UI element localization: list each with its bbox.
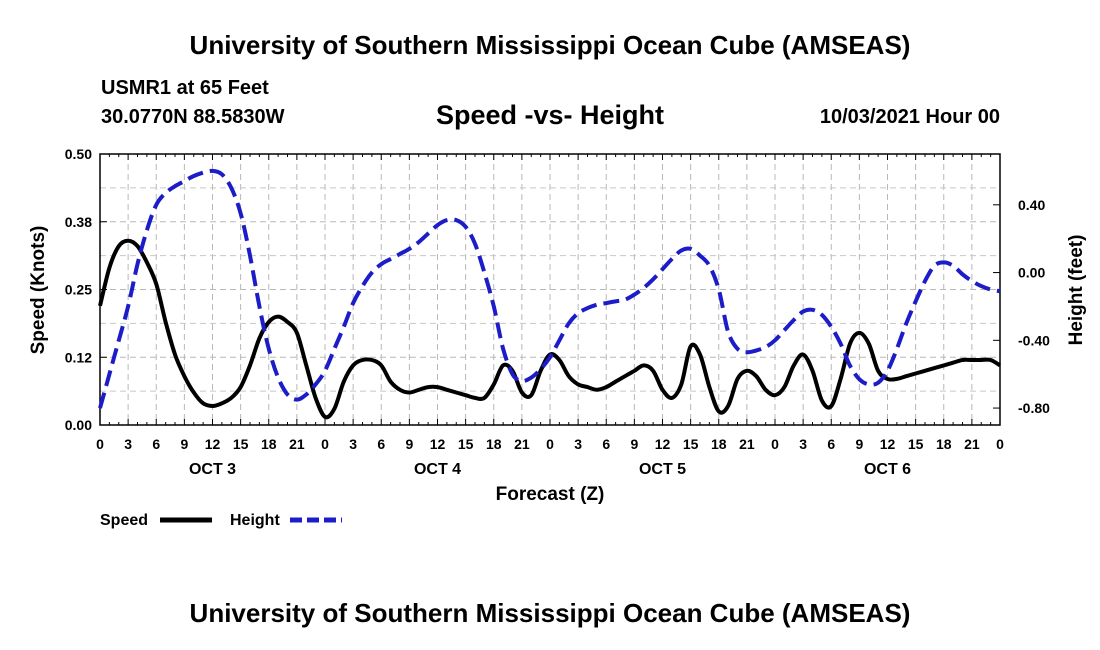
y-tick-label: 0.25 <box>65 282 92 298</box>
x-tick-label: 3 <box>799 436 807 452</box>
y2-tick-label: -0.80 <box>1018 400 1050 416</box>
x-tick-label: 15 <box>908 436 924 452</box>
x-tick-label: 9 <box>405 436 413 452</box>
x-tick-label: 12 <box>430 436 446 452</box>
y2-tick-label: -0.40 <box>1018 332 1050 348</box>
y2-tick-label: 0.00 <box>1018 265 1045 281</box>
x-tick-label: 3 <box>574 436 582 452</box>
x-tick-label: 3 <box>124 436 132 452</box>
x-tick-label: 18 <box>711 436 727 452</box>
chart-subtitle: Speed -vs- Height <box>435 100 665 130</box>
x-tick-label: 18 <box>261 436 277 452</box>
day-label: OCT 6 <box>864 461 911 478</box>
x-tick-label: 21 <box>514 436 530 452</box>
station-label: USMR1 at 65 Feet <box>101 77 269 99</box>
x-tick-label: 0 <box>96 436 104 452</box>
day-label: OCT 3 <box>189 461 236 478</box>
x-tick-label: 0 <box>996 436 1004 452</box>
y-axis-left: 0.00 0.12 0.25 0.38 0.50 <box>65 146 107 433</box>
y-tick-label: 0.38 <box>65 214 92 230</box>
x-tick-label: 3 <box>349 436 357 452</box>
height-series-line <box>98 168 1001 409</box>
y-tick-label: 0.00 <box>65 417 92 433</box>
x-tick-label: 0 <box>546 436 554 452</box>
x-tick-label: 6 <box>602 436 610 452</box>
x-tick-label: 15 <box>458 436 474 452</box>
coordinates-label: 30.0770N 88.5830W <box>101 106 285 128</box>
y-tick-label: 0.50 <box>65 146 92 162</box>
footer-title: University of Southern Mississippi Ocean… <box>189 598 911 628</box>
x-tick-label: 6 <box>152 436 160 452</box>
page-title: University of Southern Mississippi Ocean… <box>189 30 911 60</box>
x-tick-label: 12 <box>655 436 671 452</box>
forecast-datetime: 10/03/2021 Hour 00 <box>819 106 1000 128</box>
x-tick-label: 6 <box>377 436 385 452</box>
x-tick-label: 21 <box>739 436 755 452</box>
x-tick-label: 21 <box>964 436 980 452</box>
legend: Speed Height <box>100 512 342 529</box>
x-tick-label: 15 <box>233 436 249 452</box>
y-axis-right: -0.80 -0.40 0.00 0.40 <box>993 197 1050 416</box>
y-tick-label: 0.12 <box>65 349 92 365</box>
x-tick-label: 6 <box>827 436 835 452</box>
x-tick-label: 9 <box>630 436 638 452</box>
day-label: OCT 4 <box>414 461 461 478</box>
legend-speed-label: Speed <box>100 512 148 529</box>
x-tick-label: 0 <box>321 436 329 452</box>
y-axis-title: Speed (Knots) <box>28 226 49 355</box>
x-tick-label: 18 <box>486 436 502 452</box>
y2-axis-title: Height (feet) <box>1066 235 1087 346</box>
x-tick-label: 9 <box>180 436 188 452</box>
x-axis: 0 3 6 9 12 15 18 21 0 3 6 9 12 15 18 21 0 3 6 9 12 15 18 21 0 3 6 9… <box>96 154 1004 478</box>
legend-height-label: Height <box>230 512 280 529</box>
series-lines <box>98 168 1002 420</box>
x-tick-label: 9 <box>855 436 863 452</box>
y2-tick-label: 0.40 <box>1018 197 1045 213</box>
x-axis-title: Forecast (Z) <box>496 484 605 505</box>
x-tick-label: 12 <box>880 436 896 452</box>
x-tick-label: 18 <box>936 436 952 452</box>
day-label: OCT 5 <box>639 461 686 478</box>
x-tick-label: 21 <box>289 436 305 452</box>
x-tick-label: 12 <box>205 436 221 452</box>
x-tick-label: 0 <box>771 436 779 452</box>
x-tick-label: 15 <box>683 436 699 452</box>
